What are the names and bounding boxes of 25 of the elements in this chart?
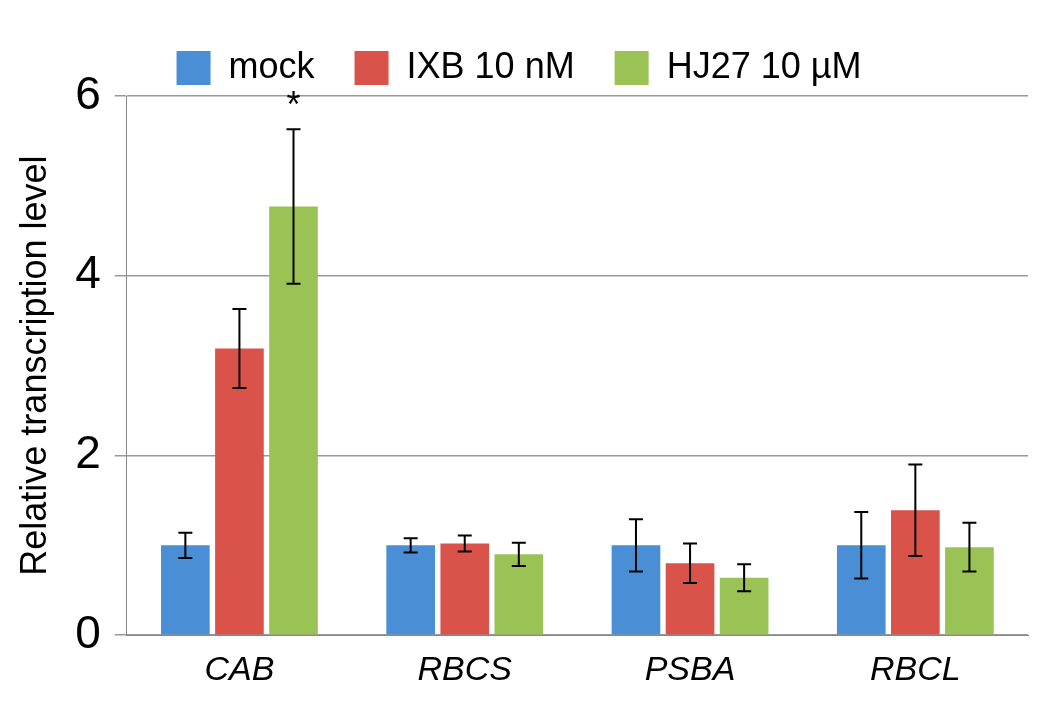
bar <box>386 545 435 635</box>
bar <box>719 577 769 635</box>
legend-label: mock <box>228 44 316 86</box>
bar <box>215 348 264 635</box>
x-tick-label: PSBA <box>644 649 736 688</box>
y-tick-label: 2 <box>75 426 101 479</box>
bar <box>945 547 994 635</box>
legend-label: HJ27 10 µM <box>666 44 862 86</box>
x-tick-label: RBCL <box>870 649 961 688</box>
bar <box>891 510 940 635</box>
bar <box>161 545 210 635</box>
x-tick-label: CAB <box>204 649 275 688</box>
bar <box>836 545 886 635</box>
y-axis-title: Relative transcription level <box>12 155 54 576</box>
bar <box>665 563 715 635</box>
bar <box>440 543 490 635</box>
bar <box>494 554 544 635</box>
x-tick-label: RBCS <box>417 649 513 688</box>
bar <box>269 206 318 635</box>
bar <box>611 545 661 635</box>
y-tick-label: 6 <box>75 66 101 119</box>
annotation: * <box>286 84 301 126</box>
legend-label: IXB 10 nM <box>406 44 575 86</box>
y-tick-label: 0 <box>75 605 101 658</box>
y-tick-label: 4 <box>75 246 101 299</box>
